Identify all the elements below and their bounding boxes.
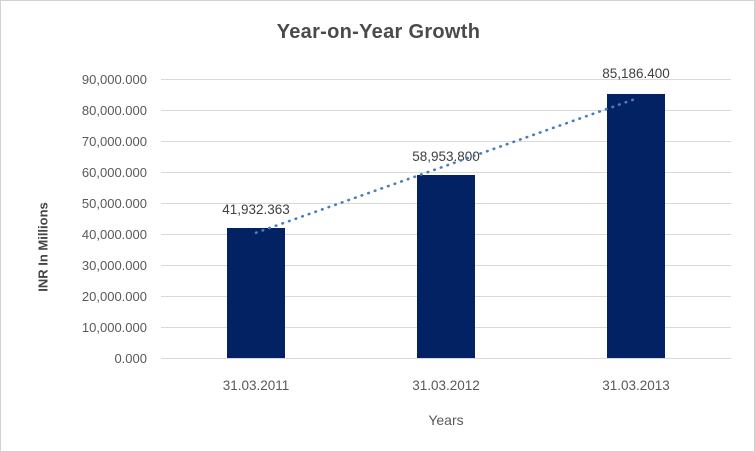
y-axis-tick-label: 30,000.000 [81,257,147,273]
chart-title: Year-on-Year Growth [276,21,481,43]
bar [227,228,285,358]
y-axis-tick-label: 80,000.000 [81,102,147,118]
y-axis-tick-label: 60,000.000 [81,164,147,180]
y-axis-tick-label: 40,000.000 [81,226,147,242]
gridline [161,78,731,80]
bar-data-label: 58,953.800 [412,149,480,165]
bar-data-label: 85,186.400 [602,65,670,81]
bar [417,175,475,358]
y-axis-title: INR In Millions [35,202,51,292]
bar [607,93,665,358]
y-axis-tick-label: 0.000 [114,350,147,366]
y-axis-tick-label: 20,000.000 [81,288,147,304]
y-axis-tick-label: 70,000.000 [81,133,147,149]
x-axis-title: Years [428,412,464,428]
y-axis-tick-label: 50,000.000 [81,195,147,211]
x-axis-tick-label: 31.03.2012 [412,378,480,393]
x-axis-tick-label: 31.03.2013 [602,378,670,393]
y-axis-tick-label: 90,000.000 [81,71,147,87]
x-axis-tick-label: 31.03.2011 [222,378,290,393]
y-axis-tick-label: 10,000.000 [81,319,147,335]
bar-data-label: 41,932.363 [222,202,290,217]
gridline [161,357,731,359]
